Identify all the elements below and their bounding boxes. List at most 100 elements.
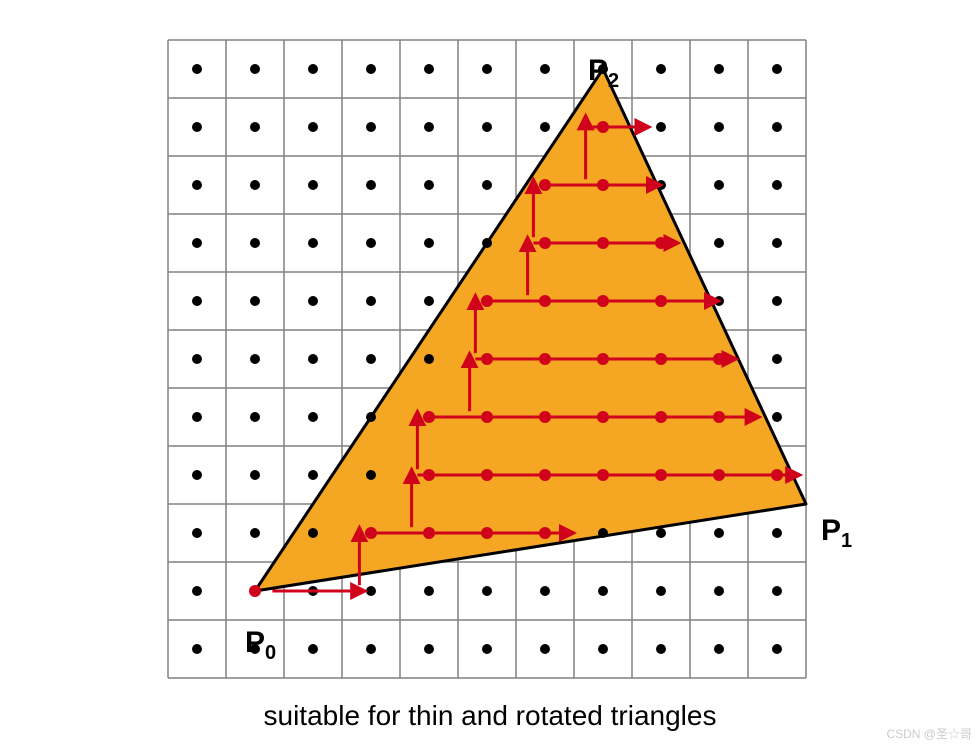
inside-dot (655, 237, 667, 249)
sample-dot (714, 644, 724, 654)
sample-dot (424, 64, 434, 74)
caption-text: suitable for thin and rotated triangles (0, 700, 980, 732)
inside-dot (597, 179, 609, 191)
diagram-container: { "canvas": { "width": 980, "height": 74… (0, 0, 980, 746)
sample-dot (308, 528, 318, 538)
sample-dot (192, 122, 202, 132)
sample-dot (308, 644, 318, 654)
inside-dot (597, 469, 609, 481)
sample-dot (772, 180, 782, 190)
inside-dot (597, 353, 609, 365)
sample-dot (656, 122, 666, 132)
sample-dot (772, 354, 782, 364)
inside-dot (655, 353, 667, 365)
inside-dot (539, 179, 551, 191)
inside-dot (249, 585, 261, 597)
inside-dot (597, 295, 609, 307)
diagram-svg (0, 0, 980, 746)
sample-dot (366, 412, 376, 422)
sample-dot (714, 238, 724, 248)
sample-dot (598, 528, 608, 538)
sample-dot (714, 64, 724, 74)
sample-dot (250, 528, 260, 538)
sample-dot (366, 122, 376, 132)
vertex-label-p2: P2 (588, 54, 619, 93)
sample-dot (250, 412, 260, 422)
inside-dot (539, 353, 551, 365)
sample-dot (308, 122, 318, 132)
sample-dot (192, 586, 202, 596)
sample-dot (308, 470, 318, 480)
sample-dot (772, 644, 782, 654)
inside-dot (423, 411, 435, 423)
sample-dot (656, 586, 666, 596)
sample-dot (308, 238, 318, 248)
inside-dot (539, 295, 551, 307)
inside-dot (539, 527, 551, 539)
sample-dot (772, 412, 782, 422)
sample-dot (656, 644, 666, 654)
sample-dot (772, 296, 782, 306)
inside-dot (713, 469, 725, 481)
inside-dot (597, 411, 609, 423)
sample-dot (482, 586, 492, 596)
sample-dot (540, 64, 550, 74)
sample-dot (482, 64, 492, 74)
sample-dot (424, 296, 434, 306)
inside-dot (539, 411, 551, 423)
sample-dot (250, 296, 260, 306)
sample-dot (250, 64, 260, 74)
sample-dot (772, 528, 782, 538)
sample-dot (714, 528, 724, 538)
sample-dot (656, 528, 666, 538)
sample-dot (250, 354, 260, 364)
sample-dot (424, 586, 434, 596)
inside-dot (597, 237, 609, 249)
sample-dot (308, 412, 318, 422)
inside-dot (481, 353, 493, 365)
vertex-label-p1: P1 (821, 514, 852, 553)
inside-dot (423, 469, 435, 481)
sample-dot (192, 64, 202, 74)
sample-dot (366, 238, 376, 248)
sample-dot (366, 296, 376, 306)
sample-dot (772, 122, 782, 132)
sample-dot (540, 122, 550, 132)
sample-dot (366, 470, 376, 480)
sample-dot (366, 586, 376, 596)
sample-dot (192, 180, 202, 190)
inside-dot (539, 469, 551, 481)
sample-dot (308, 296, 318, 306)
inside-dot (771, 469, 783, 481)
sample-dot (366, 354, 376, 364)
sample-dot (424, 238, 434, 248)
sample-dot (540, 644, 550, 654)
inside-dot (713, 411, 725, 423)
sample-dot (192, 354, 202, 364)
sample-dot (192, 470, 202, 480)
inside-dot (539, 237, 551, 249)
inside-dot (481, 411, 493, 423)
sample-dot (772, 238, 782, 248)
inside-dot (365, 527, 377, 539)
sample-dot (772, 586, 782, 596)
inside-dot (481, 295, 493, 307)
inside-dot (481, 527, 493, 539)
sample-dot (656, 64, 666, 74)
watermark-text: CSDN @圣☆哥 (886, 725, 972, 742)
sample-dot (192, 528, 202, 538)
sample-dot (598, 586, 608, 596)
sample-dot (192, 644, 202, 654)
sample-dot (714, 122, 724, 132)
sample-dot (482, 238, 492, 248)
sample-dot (366, 180, 376, 190)
sample-dot (250, 470, 260, 480)
sample-dot (714, 180, 724, 190)
sample-dot (482, 180, 492, 190)
sample-dot (714, 586, 724, 596)
sample-dot (192, 238, 202, 248)
sample-dot (482, 644, 492, 654)
inside-dot (655, 295, 667, 307)
sample-dot (192, 296, 202, 306)
inside-dot (713, 353, 725, 365)
